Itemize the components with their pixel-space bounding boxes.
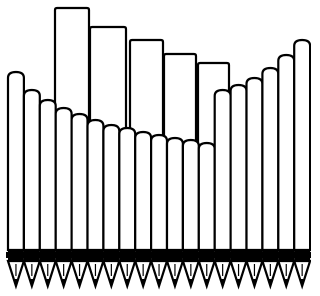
pencil [199, 143, 215, 287]
pencil-body [72, 114, 88, 250]
pencil [40, 100, 56, 287]
pencil-body [119, 128, 135, 250]
pencil-body [231, 85, 247, 250]
pencil [103, 125, 119, 287]
pencil-body [247, 78, 263, 250]
pencil [135, 132, 151, 287]
pencil-body [24, 90, 40, 250]
pencil [56, 108, 72, 287]
pencil-body [151, 135, 167, 250]
pencil-body [262, 68, 278, 250]
pencil [72, 114, 88, 287]
pencil-body [40, 100, 56, 250]
pencil [151, 135, 167, 287]
pencil-body [183, 140, 199, 250]
pencil [294, 40, 310, 287]
pencil-body [88, 120, 104, 250]
pencil-body [135, 132, 151, 250]
pencil-body [167, 138, 183, 250]
pencil [167, 138, 183, 287]
pencil-body [8, 72, 24, 250]
pencil-body [199, 143, 215, 250]
pencil-body [215, 90, 231, 250]
pencil-body [278, 55, 294, 250]
pencil-body [56, 108, 72, 250]
pencil [88, 120, 104, 287]
pencil-body [294, 40, 310, 250]
page: (() => { const data = JSON.parse(documen… [0, 0, 311, 296]
pencil-drawing [0, 0, 311, 296]
band-line [6, 252, 311, 258]
pencil [119, 128, 135, 287]
pencil [183, 140, 199, 287]
pencil-body [103, 125, 119, 250]
